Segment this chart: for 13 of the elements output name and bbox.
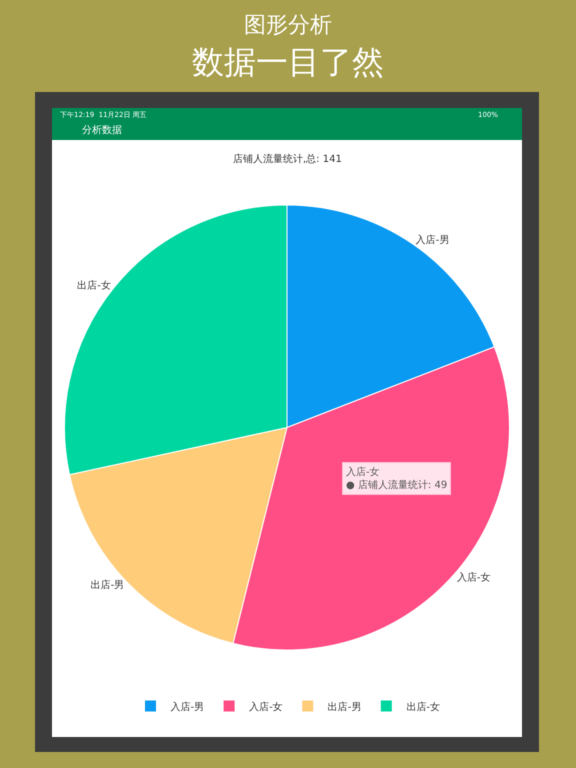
text: 入店-女 ● 店铺人流量统计: 49 [346,466,448,491]
text: 图形分析 [244,13,332,38]
legend-label: 入店-女 [249,700,283,713]
legend-label: 出店-男 [328,700,362,713]
chart-title: 店铺人流量统计,总: 141 [233,153,342,165]
slice-label: 出店-女 [77,279,111,292]
slice-label: 出店-男 [90,579,124,592]
legend-label: 入店-男 [170,700,204,713]
slice-label: 入店-男 [416,234,450,246]
text: 分析数据 [82,124,122,136]
legend-label: 出店-女 [406,700,440,713]
slice-label: 入店-女 [456,571,491,584]
text: 数据一目了然 [192,43,384,81]
